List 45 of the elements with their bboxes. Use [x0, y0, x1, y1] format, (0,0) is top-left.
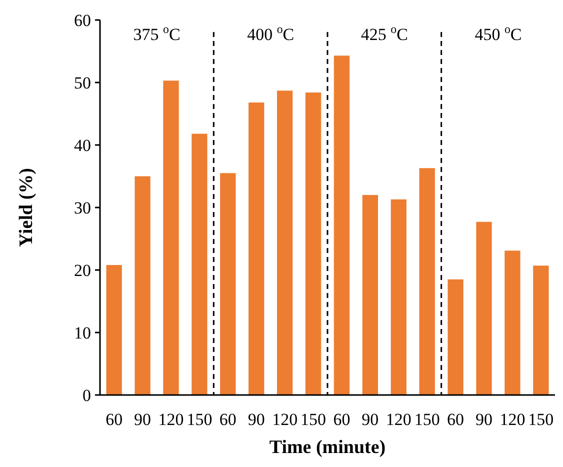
y-tick-label: 60: [74, 10, 91, 30]
x-tick-label: 90: [248, 410, 265, 429]
x-tick-label: 60: [106, 410, 123, 429]
x-tick-label: 120: [158, 410, 184, 429]
x-tick-label: 90: [134, 410, 152, 429]
bar: [276, 90, 293, 395]
bar: [504, 250, 520, 395]
x-tick-label: 150: [414, 410, 440, 429]
x-tick-label: 90: [476, 410, 493, 429]
x-tick-label: 60: [333, 410, 350, 429]
bar: [419, 168, 435, 395]
bar: [192, 134, 208, 395]
x-axis-title: Time (minute): [269, 437, 386, 458]
x-tick-label: 60: [447, 410, 464, 429]
bar: [248, 102, 264, 395]
bar: [362, 195, 378, 395]
y-tick-label: 50: [74, 73, 91, 92]
bar: [476, 222, 492, 395]
y-tick-label: 20: [74, 260, 91, 280]
x-tick-label: 150: [300, 410, 326, 429]
bar: [163, 80, 179, 395]
y-tick-label: 0: [82, 386, 91, 405]
y-tick-label: 40: [74, 136, 91, 155]
x-tick-label: 60: [219, 410, 236, 429]
y-tick-label: 30: [74, 198, 91, 218]
x-tick-label: 150: [528, 410, 554, 429]
x-tick-label: 120: [386, 410, 412, 429]
x-tick-label: 150: [186, 410, 212, 429]
annotation: 400 $^{o}$C: [247, 22, 294, 44]
bar: [134, 176, 150, 395]
x-tick-label: 120: [272, 410, 298, 429]
bar: [390, 199, 406, 395]
bar: [220, 173, 236, 395]
y-axis-title: Yield (%): [16, 168, 37, 247]
y-tick-label: 10: [74, 323, 91, 342]
annotation: 425 $^{o}$C: [360, 22, 408, 44]
bar: [305, 92, 322, 395]
annotation: 450 $^{o}$C: [474, 22, 522, 44]
x-tick-label: 90: [362, 410, 379, 429]
x-tick-label: 120: [500, 410, 526, 429]
bar: [106, 265, 122, 395]
bar: [448, 279, 464, 395]
annotation: 375 $^{o}$C: [133, 22, 180, 44]
bar: [533, 266, 549, 395]
bar: [334, 56, 350, 395]
